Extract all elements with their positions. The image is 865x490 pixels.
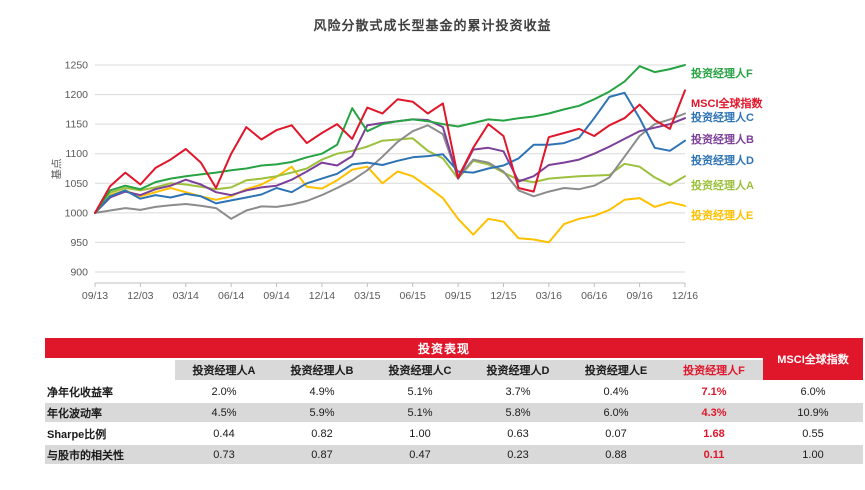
metric-value-cell: 4.5%	[175, 402, 273, 424]
y-tick-label: 900	[70, 267, 88, 279]
metric-value-cell: 0.87	[273, 444, 371, 466]
y-tick-label: 950	[70, 237, 88, 249]
table-banner: 投资表现	[45, 338, 763, 360]
metric-row: 年化波动率 4.5% 5.9% 5.1% 5.8% 6.0% 4.3% 10.9%	[45, 402, 863, 424]
table-banner-row: 投资表现 MSCI全球指数	[45, 338, 863, 382]
x-tick-label: 12/16	[672, 290, 698, 302]
metric-value-cell: 5.1%	[371, 402, 469, 424]
x-tick-label: 03/14	[173, 290, 199, 302]
legend-label-投资经理人F: 投资经理人F	[691, 66, 753, 80]
metric-value-cell: 0.63	[469, 423, 567, 445]
metric-value-cell: 0.88	[567, 444, 665, 466]
metric-value-cell: 10.9%	[763, 402, 863, 424]
metric-row: Sharpe比例 0.44 0.82 1.00 0.63 0.07 1.68 0.55	[45, 423, 863, 445]
legend-label-投资经理人E: 投资经理人E	[691, 208, 753, 222]
series-line-投资经理人D	[94, 91, 686, 214]
legend-label-投资经理人D: 投资经理人D	[691, 153, 754, 167]
y-tick-label: 1100	[65, 148, 88, 160]
metric-value-cell: 2.0%	[175, 381, 273, 403]
y-tick-label: 1050	[65, 178, 89, 190]
x-tick-label: 12/14	[309, 290, 335, 302]
metric-value-cell: 0.55	[763, 423, 863, 445]
metric-row: 净年化收益率 2.0% 4.9% 5.1% 3.7% 0.4% 7.1% 6.0%	[45, 381, 863, 403]
performance-table: 投资表现 MSCI全球指数 投资经理人A 投资经理人B 投资经理人C 投资经理人D 投资…	[45, 338, 863, 466]
manager-column-header: 投资经理人A	[175, 359, 273, 382]
metric-value-cell: 1.00	[371, 423, 469, 445]
x-tick-label: 12/15	[490, 290, 516, 302]
metric-value-cell: 0.44	[175, 423, 273, 445]
metric-value-cell: 4.3%	[665, 402, 763, 424]
metric-value-cell: 6.0%	[763, 381, 863, 403]
x-tick-label: 06/15	[400, 290, 426, 302]
x-tick-label: 03/15	[354, 290, 380, 302]
series-line-投资经理人A	[94, 137, 686, 214]
metric-row: 与股市的相关性 0.73 0.87 0.47 0.23 0.88 0.11 1.00	[45, 444, 863, 466]
legend-label-投资经理人B: 投资经理人B	[691, 132, 754, 146]
legend-label-投资经理人C: 投资经理人C	[691, 110, 754, 124]
metric-value-cell: 7.1%	[665, 381, 763, 403]
series-line-MSCI全球指数	[94, 89, 686, 214]
metric-label: 年化波动率	[45, 402, 175, 424]
metric-value-cell: 0.4%	[567, 381, 665, 403]
series-line-投资经理人C	[94, 112, 686, 220]
chart-title: 风险分散式成长型基金的累计投资收益	[313, 18, 552, 33]
metric-value-cell: 1.68	[665, 423, 763, 445]
metric-value-cell: 0.73	[175, 444, 273, 466]
x-tick-label: 12/03	[127, 290, 153, 302]
y-tick-label: 1200	[65, 89, 89, 101]
metric-value-cell: 5.9%	[273, 402, 371, 424]
metric-value-cell: 0.82	[273, 423, 371, 445]
metric-value-cell: 4.9%	[273, 381, 371, 403]
x-tick-label: 06/14	[218, 290, 244, 302]
legend-label-投资经理人A: 投资经理人A	[691, 178, 754, 192]
y-tick-label: 1150	[65, 119, 88, 131]
metric-label: 净年化收益率	[45, 381, 175, 403]
x-tick-label: 09/14	[263, 290, 289, 302]
x-tick-label: 09/16	[626, 290, 652, 302]
y-tick-label: 1000	[65, 207, 89, 219]
series-line-投资经理人B	[94, 117, 686, 214]
x-tick-label: 03/16	[536, 290, 562, 302]
metric-value-cell: 5.1%	[371, 381, 469, 403]
manager-column-header: 投资经理人E	[567, 359, 665, 382]
metric-value-cell: 0.07	[567, 423, 665, 445]
metric-value-cell: 1.00	[763, 444, 863, 466]
y-axis-title: 基点	[50, 159, 63, 180]
manager-column-header: 投资经理人D	[469, 359, 567, 382]
x-tick-label: 06/16	[581, 290, 607, 302]
series-line-投资经理人F	[94, 64, 686, 214]
table-subheader-row: 投资经理人A 投资经理人B 投资经理人C 投资经理人D 投资经理人E 投资经理人F	[45, 359, 863, 382]
metric-value-cell: 0.47	[371, 444, 469, 466]
metric-label: 与股市的相关性	[45, 444, 175, 466]
metric-value-cell: 0.11	[665, 444, 763, 466]
y-tick-label: 1250	[65, 60, 89, 72]
metric-value-cell: 6.0%	[567, 402, 665, 424]
manager-column-header: 投资经理人B	[273, 359, 371, 382]
legend-label-MSCI全球指数: MSCI全球指数	[691, 96, 763, 110]
x-tick-label: 09/13	[82, 290, 108, 302]
metric-value-cell: 3.7%	[469, 381, 567, 403]
x-tick-label: 09/15	[445, 290, 471, 302]
cumulative-return-line-chart: 1250 1200 1150 1100 1050 1000 950 900 基点 09/13 12/…	[50, 60, 763, 303]
metric-label: Sharpe比例	[45, 423, 175, 445]
manager-column-header: 投资经理人F	[665, 359, 763, 382]
metric-value-cell: 0.23	[469, 444, 567, 466]
empty-corner-cell	[45, 359, 175, 382]
msci-column-header: MSCI全球指数	[763, 338, 863, 382]
metric-value-cell: 5.8%	[469, 402, 567, 424]
manager-column-header: 投资经理人C	[371, 359, 469, 382]
